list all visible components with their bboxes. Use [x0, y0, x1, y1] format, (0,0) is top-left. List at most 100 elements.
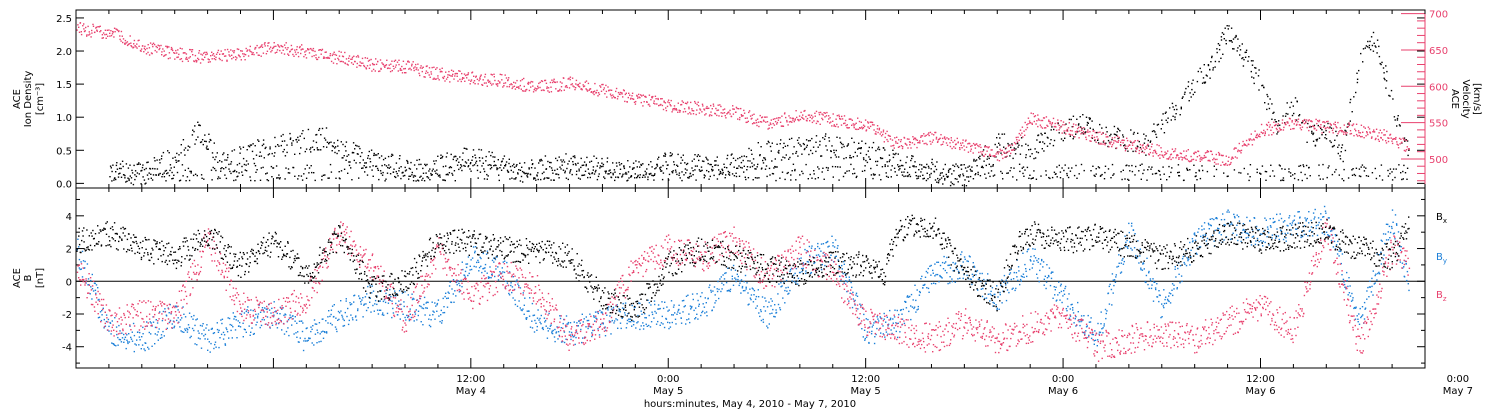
- density-point: [1247, 60, 1249, 62]
- density-point: [1158, 170, 1161, 172]
- by-point: [104, 325, 107, 327]
- velocity-point: [762, 119, 765, 121]
- by-point: [387, 302, 390, 304]
- by-point: [325, 331, 328, 333]
- velocity-point: [116, 29, 119, 31]
- velocity-point: [615, 87, 618, 90]
- velocity-point: [1373, 129, 1375, 131]
- density-point: [1204, 81, 1207, 83]
- velocity-point: [451, 75, 453, 77]
- velocity-point: [1069, 129, 1072, 132]
- density-point: [800, 145, 802, 147]
- density-point: [1339, 158, 1342, 160]
- density-point: [259, 151, 261, 153]
- velocity-point: [754, 122, 756, 124]
- velocity-point: [499, 81, 501, 83]
- by-point: [175, 305, 177, 307]
- density-point: [1216, 51, 1218, 54]
- density-point: [656, 163, 658, 166]
- velocity-point: [178, 53, 180, 56]
- density-point: [707, 159, 709, 161]
- velocity-point: [751, 117, 753, 120]
- by-point: [86, 263, 89, 265]
- velocity-point: [1007, 151, 1009, 153]
- density-point: [1192, 79, 1194, 81]
- velocity-point: [902, 146, 904, 148]
- density-point: [244, 169, 246, 171]
- density-point: [639, 174, 641, 176]
- by-point: [455, 281, 458, 284]
- density-point: [685, 172, 687, 174]
- velocity-point: [627, 96, 629, 99]
- velocity-point: [768, 124, 770, 126]
- by-point: [151, 345, 153, 347]
- density-point: [1267, 103, 1270, 105]
- by-point: [441, 322, 443, 324]
- density-point: [442, 165, 445, 168]
- density-point: [1097, 166, 1100, 168]
- by-point: [99, 311, 102, 313]
- velocity-point: [1342, 131, 1345, 133]
- velocity-point: [841, 115, 843, 118]
- velocity-ylabel-line1: ACE: [1449, 89, 1460, 109]
- density-point: [178, 160, 180, 162]
- velocity-point: [158, 45, 161, 47]
- velocity-point: [1339, 130, 1341, 132]
- density-point: [318, 149, 320, 151]
- velocity-point: [360, 62, 363, 64]
- density-point: [1281, 168, 1283, 170]
- density-point: [803, 143, 805, 146]
- density-point: [1196, 80, 1199, 83]
- density-point: [912, 165, 914, 167]
- velocity-point: [366, 65, 369, 67]
- by-point: [76, 249, 78, 251]
- density-point: [1392, 168, 1395, 170]
- density-point: [784, 157, 786, 159]
- density-point: [1358, 69, 1360, 72]
- density-point: [919, 175, 921, 177]
- velocity-point: [592, 92, 594, 94]
- velocity-point: [511, 87, 513, 90]
- velocity-point: [347, 64, 349, 66]
- by-point: [403, 301, 405, 303]
- density-point: [1035, 151, 1038, 153]
- density-point: [596, 178, 599, 181]
- velocity-point: [1147, 143, 1149, 146]
- by-point: [383, 314, 385, 316]
- density-point: [860, 147, 862, 149]
- density-point: [1130, 141, 1132, 143]
- density-point: [567, 178, 569, 181]
- velocity-point: [666, 105, 669, 108]
- density-point: [1147, 139, 1149, 142]
- density-point: [1402, 170, 1404, 173]
- density-point: [1289, 106, 1291, 109]
- velocity-point: [703, 108, 705, 110]
- velocity-point: [337, 57, 339, 60]
- velocity-point: [248, 49, 251, 51]
- density-point: [1371, 44, 1374, 47]
- velocity-point: [503, 82, 505, 85]
- velocity-point: [396, 61, 399, 63]
- density-point: [540, 178, 542, 181]
- by-point: [125, 347, 127, 350]
- by-point: [461, 286, 463, 288]
- density-point: [152, 174, 155, 176]
- density-point: [283, 140, 286, 142]
- density-point: [478, 157, 481, 159]
- density-point: [1137, 132, 1139, 134]
- density-point: [263, 157, 265, 159]
- velocity-point: [1078, 126, 1080, 129]
- by-point: [214, 341, 217, 343]
- velocity-point: [422, 66, 424, 68]
- velocity-point: [804, 109, 806, 112]
- by-point: [186, 331, 189, 333]
- density-point: [136, 172, 139, 174]
- by-point: [362, 316, 364, 318]
- density-point: [716, 156, 718, 158]
- density-point: [1088, 117, 1090, 119]
- by-point: [337, 319, 339, 321]
- density-point: [942, 183, 944, 185]
- density-ylabel-line3: [cm⁻³]: [35, 83, 46, 115]
- velocity-point: [1382, 139, 1384, 141]
- density-point: [239, 146, 241, 148]
